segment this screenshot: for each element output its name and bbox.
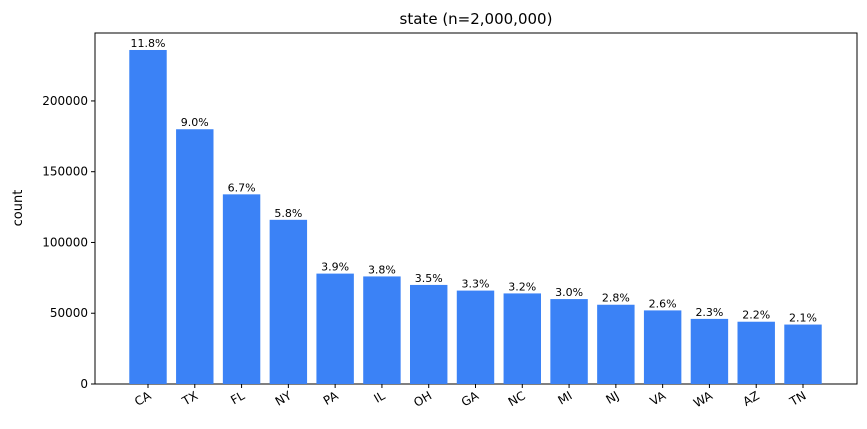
value-label: 2.1%	[789, 312, 817, 325]
bar	[222, 194, 261, 384]
value-label: 3.5%	[415, 272, 443, 285]
x-tick-label: NY	[273, 388, 295, 409]
x-tick-label: AZ	[740, 388, 761, 408]
y-tick-label: 0	[80, 377, 88, 391]
bar	[269, 219, 308, 384]
y-axis-label: count	[11, 190, 26, 227]
value-label: 2.2%	[742, 309, 770, 322]
x-tick-label: NC	[506, 388, 528, 409]
value-label: 3.9%	[321, 261, 349, 274]
value-label: 2.6%	[649, 297, 677, 310]
bar	[550, 299, 588, 384]
x-tick-label: TN	[787, 388, 809, 409]
x-tick-label: GA	[459, 388, 482, 409]
value-label: 3.0%	[555, 286, 583, 299]
x-tick-label: WA	[691, 388, 716, 410]
bar	[129, 49, 167, 384]
bar	[316, 273, 354, 384]
bar	[176, 129, 214, 384]
y-tick-label: 50000	[50, 306, 88, 320]
value-label: 2.3%	[695, 306, 723, 319]
x-tick-label: CA	[132, 388, 154, 409]
value-label: 3.3%	[462, 278, 490, 291]
bar	[690, 318, 729, 384]
y-tick-label: 150000	[42, 165, 88, 179]
bar	[597, 304, 635, 384]
x-tick-label: PA	[321, 388, 341, 408]
value-label: 11.8%	[131, 37, 166, 50]
bar	[643, 310, 682, 384]
y-tick-label: 100000	[42, 235, 88, 249]
value-label: 9.0%	[181, 116, 209, 129]
bar	[784, 324, 822, 384]
y-tick-label: 200000	[42, 94, 88, 108]
x-tick-label: IL	[372, 388, 388, 405]
value-label: 3.2%	[508, 280, 536, 293]
bar	[363, 276, 401, 384]
x-tick-label: MI	[556, 388, 575, 407]
bar	[456, 290, 495, 384]
x-tick-label: VA	[648, 388, 669, 408]
x-tick-label: FL	[228, 388, 247, 407]
bar	[410, 284, 448, 384]
value-label: 6.7%	[228, 181, 256, 194]
chart-title: state (n=2,000,000)	[400, 10, 553, 28]
value-label: 3.8%	[368, 263, 396, 276]
x-tick-label: NJ	[604, 388, 622, 406]
x-tick-label: TX	[179, 388, 200, 408]
bar	[737, 321, 775, 384]
value-label: 5.8%	[274, 207, 302, 220]
bar	[503, 293, 541, 384]
x-tick-label: OH	[411, 388, 434, 409]
value-label: 2.8%	[602, 292, 630, 305]
